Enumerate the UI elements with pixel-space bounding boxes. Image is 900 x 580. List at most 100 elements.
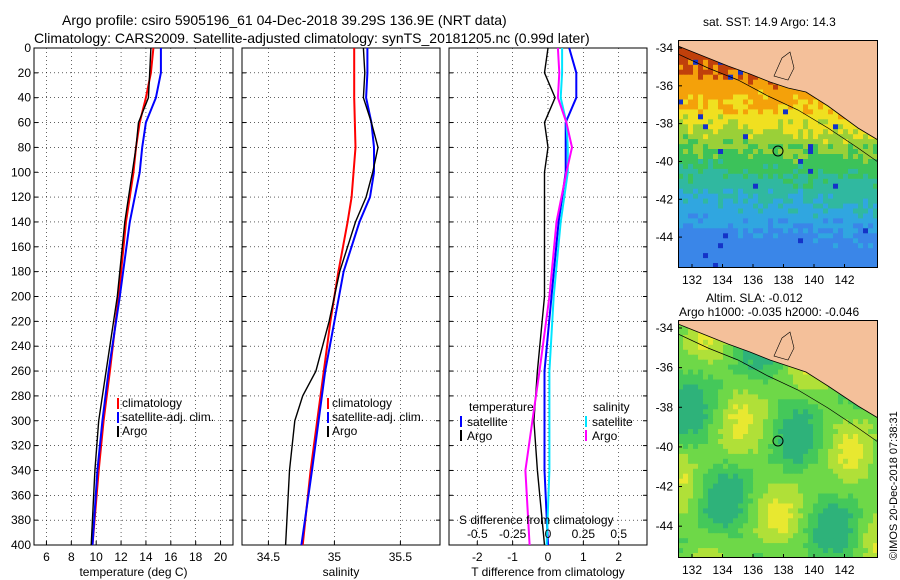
secondary-tick-label: 0.5 (610, 527, 627, 541)
map-cell (753, 79, 759, 86)
map-cell (698, 228, 704, 234)
map-cell (678, 493, 684, 499)
map-cell (778, 424, 784, 430)
map-cell (808, 114, 814, 120)
map-cell (718, 468, 724, 475)
map-cell (688, 163, 694, 170)
map-cell (708, 533, 714, 539)
title-line-2: Climatology: CARS2009. Satellite-adjuste… (34, 30, 590, 46)
map-cell (693, 243, 699, 249)
map-cell (763, 384, 769, 390)
map-cell (703, 439, 709, 445)
map-cell (763, 394, 769, 400)
map-cell (833, 543, 839, 549)
map-cell (723, 488, 729, 495)
map-cell (848, 173, 854, 180)
map-cell (763, 503, 769, 509)
map-cell (788, 213, 794, 219)
map-cell (753, 109, 759, 115)
map-cell (783, 168, 789, 175)
map-cell (773, 389, 779, 395)
map-cell (778, 538, 784, 544)
map-cell (823, 218, 829, 224)
map-cell (833, 429, 839, 435)
map-cell (783, 444, 789, 450)
map-cell (808, 429, 814, 435)
map-cell (693, 124, 699, 130)
map-cell (858, 513, 864, 519)
map-cell (783, 498, 789, 504)
map-cell (823, 503, 829, 509)
map-cell (793, 173, 799, 180)
map-cell (808, 168, 814, 175)
map-cell (768, 253, 774, 259)
map-cell (753, 488, 759, 495)
map-cell (788, 493, 794, 499)
map-cell (693, 538, 699, 544)
map-cell (748, 253, 754, 259)
map-cell (758, 203, 764, 210)
map-cell (843, 538, 849, 544)
map-cell (678, 208, 684, 214)
map-cell (783, 228, 789, 234)
map-cell (768, 109, 774, 115)
map-cell (798, 453, 804, 460)
map-cell (748, 119, 754, 125)
map-cell (848, 208, 854, 214)
map-cell (703, 478, 709, 485)
map-cell (758, 263, 764, 268)
map-cell (728, 448, 734, 455)
legend-label: satellite (467, 415, 508, 429)
map-cell (678, 513, 684, 519)
map-cell (863, 553, 869, 558)
map-cell (843, 208, 849, 214)
map-cell (768, 163, 774, 170)
map-cell (733, 253, 739, 259)
map-cell (808, 404, 814, 410)
map-cell (683, 374, 689, 380)
map-cell (698, 394, 704, 400)
map-cell (688, 424, 694, 430)
map-cell (723, 159, 729, 165)
map-cell (813, 473, 819, 480)
map-cell (773, 119, 779, 125)
map-cell (723, 149, 729, 155)
map-cell (678, 104, 684, 110)
map-cell (703, 218, 709, 224)
map-cell (758, 458, 764, 465)
map-cell (693, 483, 699, 490)
map-cell (733, 463, 739, 470)
map-cell (738, 188, 744, 195)
map-cell (773, 523, 779, 529)
map-cell (828, 134, 834, 140)
map-cell (693, 129, 699, 135)
map-cell (783, 223, 789, 229)
map-cell (718, 223, 724, 229)
map-cell (713, 548, 719, 554)
map-cell (848, 409, 854, 415)
map-cell (723, 404, 729, 410)
secondary-tick-label: 0 (545, 527, 552, 541)
map-cell (778, 159, 784, 165)
map-cell (803, 424, 809, 430)
map-cell (693, 79, 699, 86)
map-cell (683, 228, 689, 234)
map-cell (753, 228, 759, 234)
map-cell (798, 134, 804, 140)
map-cell (773, 198, 779, 205)
map-cell (863, 193, 869, 200)
map-cell (713, 104, 719, 110)
map-cell (838, 548, 844, 554)
map-cell (738, 498, 744, 504)
map-cell (708, 109, 714, 115)
map-cell (773, 114, 779, 120)
map-cell (768, 188, 774, 195)
map-cell (853, 149, 859, 155)
map-cell (763, 364, 769, 371)
map-cell (813, 448, 819, 455)
map-cell (698, 448, 704, 455)
map-cell (703, 208, 709, 214)
map-cell (798, 228, 804, 234)
map-cell (813, 553, 819, 558)
map-cell (808, 253, 814, 259)
